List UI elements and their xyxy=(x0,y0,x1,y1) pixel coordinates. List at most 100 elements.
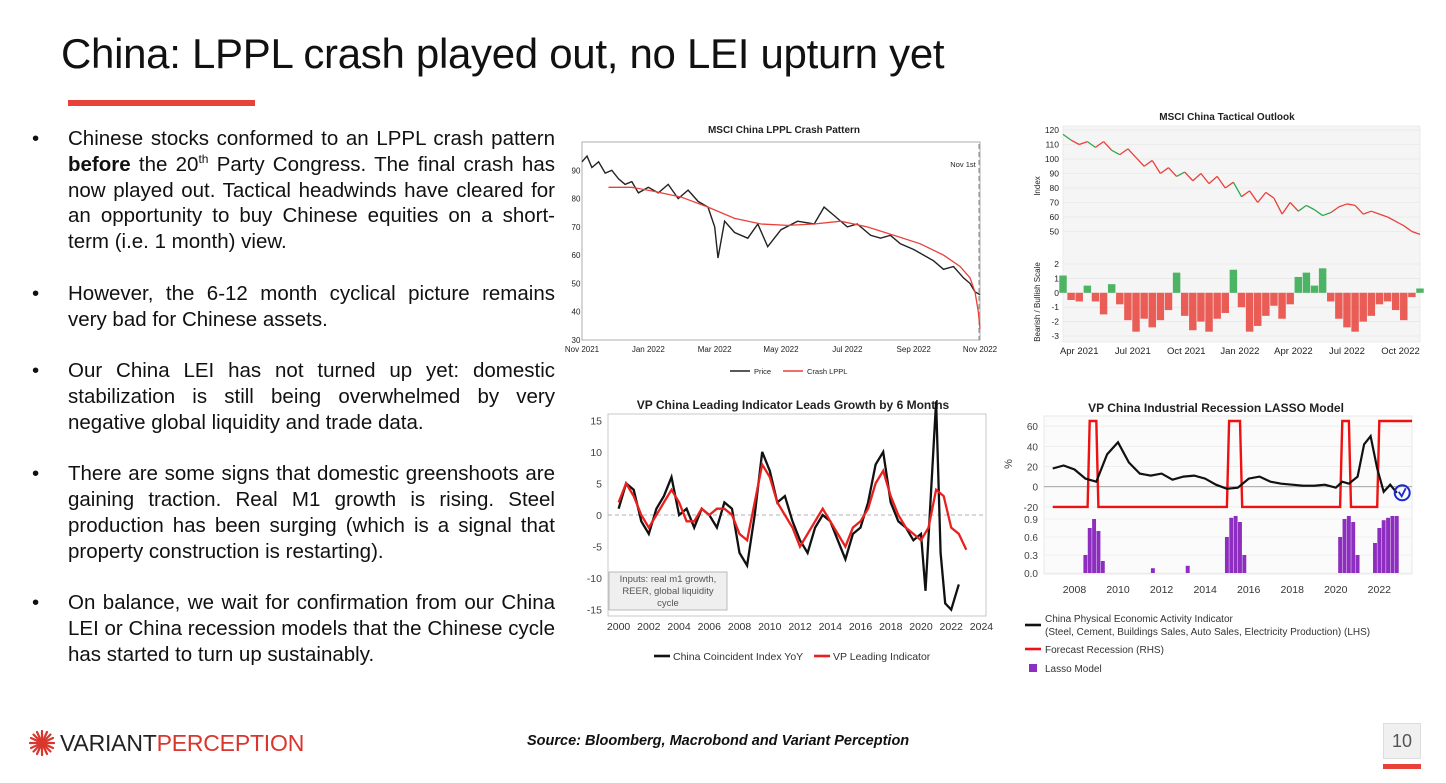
source-note: Source: Bloomberg, Macrobond and Variant… xyxy=(527,733,910,749)
index-line-segment xyxy=(1208,175,1218,185)
scale-bar xyxy=(1335,292,1343,319)
scale-bar xyxy=(1375,292,1384,305)
lasso-bar xyxy=(1342,519,1347,573)
scale-bar xyxy=(1156,292,1165,321)
scale-bar xyxy=(1294,276,1303,293)
inputs-note-box xyxy=(608,571,728,611)
y-axis-label: Index xyxy=(1033,176,1042,196)
x-tick-label: Oct 2021 xyxy=(1167,346,1206,357)
scale-bar xyxy=(1107,284,1116,293)
y-tick-label: 70 xyxy=(572,223,581,232)
index-line-segment xyxy=(1216,176,1226,189)
lasso-bar xyxy=(1087,528,1092,573)
index-line-segment xyxy=(1103,141,1113,151)
title-underline xyxy=(68,100,255,106)
chart-lppl: MSCI China LPPL Crash Pattern 30 40 50 60 70 8… xyxy=(565,125,998,376)
chart-lei: VP China Leading Indicator Leads Growth … xyxy=(587,398,993,663)
bullet-dot: • xyxy=(32,359,40,383)
legend-label: Price xyxy=(754,367,771,376)
scale-bar xyxy=(1091,292,1100,302)
y-tick-label: 80 xyxy=(1050,183,1060,193)
x-tick-label: 2016 xyxy=(849,621,873,633)
y-tick-label: -5 xyxy=(593,542,602,554)
scale-bar xyxy=(1197,292,1205,322)
scale-bar xyxy=(1140,292,1148,319)
y-tick-label: 30 xyxy=(572,336,581,345)
index-line-segment xyxy=(1192,173,1202,182)
index-line-segment xyxy=(1151,160,1161,174)
x-tick-label: 2020 xyxy=(1324,584,1348,596)
x-tick-label: 2016 xyxy=(1237,584,1261,596)
lasso-bar xyxy=(1381,520,1386,573)
legend-label: Crash LPPL xyxy=(807,367,847,376)
x-tick-label: Nov 2022 xyxy=(963,345,998,354)
scale-bar xyxy=(1359,292,1367,322)
chart-tactical-panel: MSCI China Tactical Outlook 50 60 70 80 90 100… xyxy=(1025,106,1425,360)
scale-bar xyxy=(1302,272,1311,293)
bullet-dot: • xyxy=(32,127,40,150)
index-line-segment xyxy=(1379,213,1388,218)
scale-bar xyxy=(1164,292,1173,311)
series-line-1 xyxy=(608,186,981,329)
scale-bar xyxy=(1270,292,1278,306)
index-line-segment xyxy=(1062,133,1072,141)
chart-title: MSCI China Tactical Outlook xyxy=(1159,112,1295,123)
x-tick-label: 2012 xyxy=(788,621,812,633)
activity-line xyxy=(1052,433,1398,495)
inputs-note-line: Inputs: real m1 growth, xyxy=(620,574,717,585)
index-line-segment xyxy=(1168,167,1178,177)
index-line-segment xyxy=(1095,141,1104,148)
y-tick-label: 60 xyxy=(572,251,581,260)
index-line-segment xyxy=(1330,206,1340,214)
index-line-segment xyxy=(1273,197,1283,215)
index-line-segment xyxy=(1159,167,1169,175)
legend-label: Lasso Model xyxy=(1045,664,1102,675)
index-line-segment xyxy=(1403,225,1413,233)
scale-bar xyxy=(1189,292,1197,331)
x-tick-label: 2008 xyxy=(1063,584,1087,596)
x-tick-label: Jul 2022 xyxy=(1329,346,1365,357)
lasso-bar xyxy=(1150,568,1155,573)
scale-bar xyxy=(1083,285,1092,293)
scale-bar xyxy=(1318,268,1327,293)
y-tick-label: 120 xyxy=(1045,125,1059,135)
index-line-segment xyxy=(1135,157,1145,167)
index-line-segment xyxy=(1241,190,1250,198)
bullet-text: before xyxy=(68,152,131,176)
scale-bar xyxy=(1172,272,1181,293)
index-line-segment xyxy=(1257,191,1267,203)
y-tick-label: -15 xyxy=(587,605,602,617)
scale-bar xyxy=(1213,292,1221,319)
scale-bar xyxy=(1351,292,1359,332)
lasso-bar xyxy=(1185,565,1190,573)
y-tick-label: 40 xyxy=(572,308,581,317)
starburst-icon xyxy=(28,729,56,757)
logo-text-variant: VARIANT xyxy=(60,729,157,756)
plot-frame xyxy=(581,141,981,341)
legend-label: VP Leading Indicator xyxy=(833,651,931,663)
scale-bar xyxy=(1099,292,1108,315)
bullet-item: • Our China LEI has not turned up yet: do… xyxy=(30,358,555,435)
lasso-bar xyxy=(1377,528,1382,573)
bullet-text: the 20 xyxy=(130,152,199,176)
lasso-bar xyxy=(1238,522,1242,573)
x-tick-label: Nov 2021 xyxy=(565,345,600,354)
series-line-1 xyxy=(617,461,968,551)
scale-bar xyxy=(1253,292,1262,326)
recession-line xyxy=(1052,419,1412,509)
index-line-segment xyxy=(1306,204,1315,211)
scale-bar xyxy=(1132,292,1140,332)
x-tick-label: Jan 2022 xyxy=(1220,346,1259,357)
x-tick-label: 2010 xyxy=(1106,584,1130,596)
scale-bar xyxy=(1075,292,1083,302)
page-number: 10 xyxy=(1383,723,1421,759)
x-tick-label: Jul 2021 xyxy=(1115,346,1151,357)
index-line-segment xyxy=(1070,139,1080,146)
x-tick-label: 2018 xyxy=(1281,584,1305,596)
y-tick-label: -2 xyxy=(1051,317,1059,327)
bullet-item: • However, the 6-12 month cyclical pictur… xyxy=(30,281,555,333)
x-tick-label: Jan 2022 xyxy=(632,345,665,354)
index-line-segment xyxy=(1395,220,1405,227)
index-line-segment xyxy=(1281,202,1291,215)
y-tick-label: -10 xyxy=(587,573,602,585)
